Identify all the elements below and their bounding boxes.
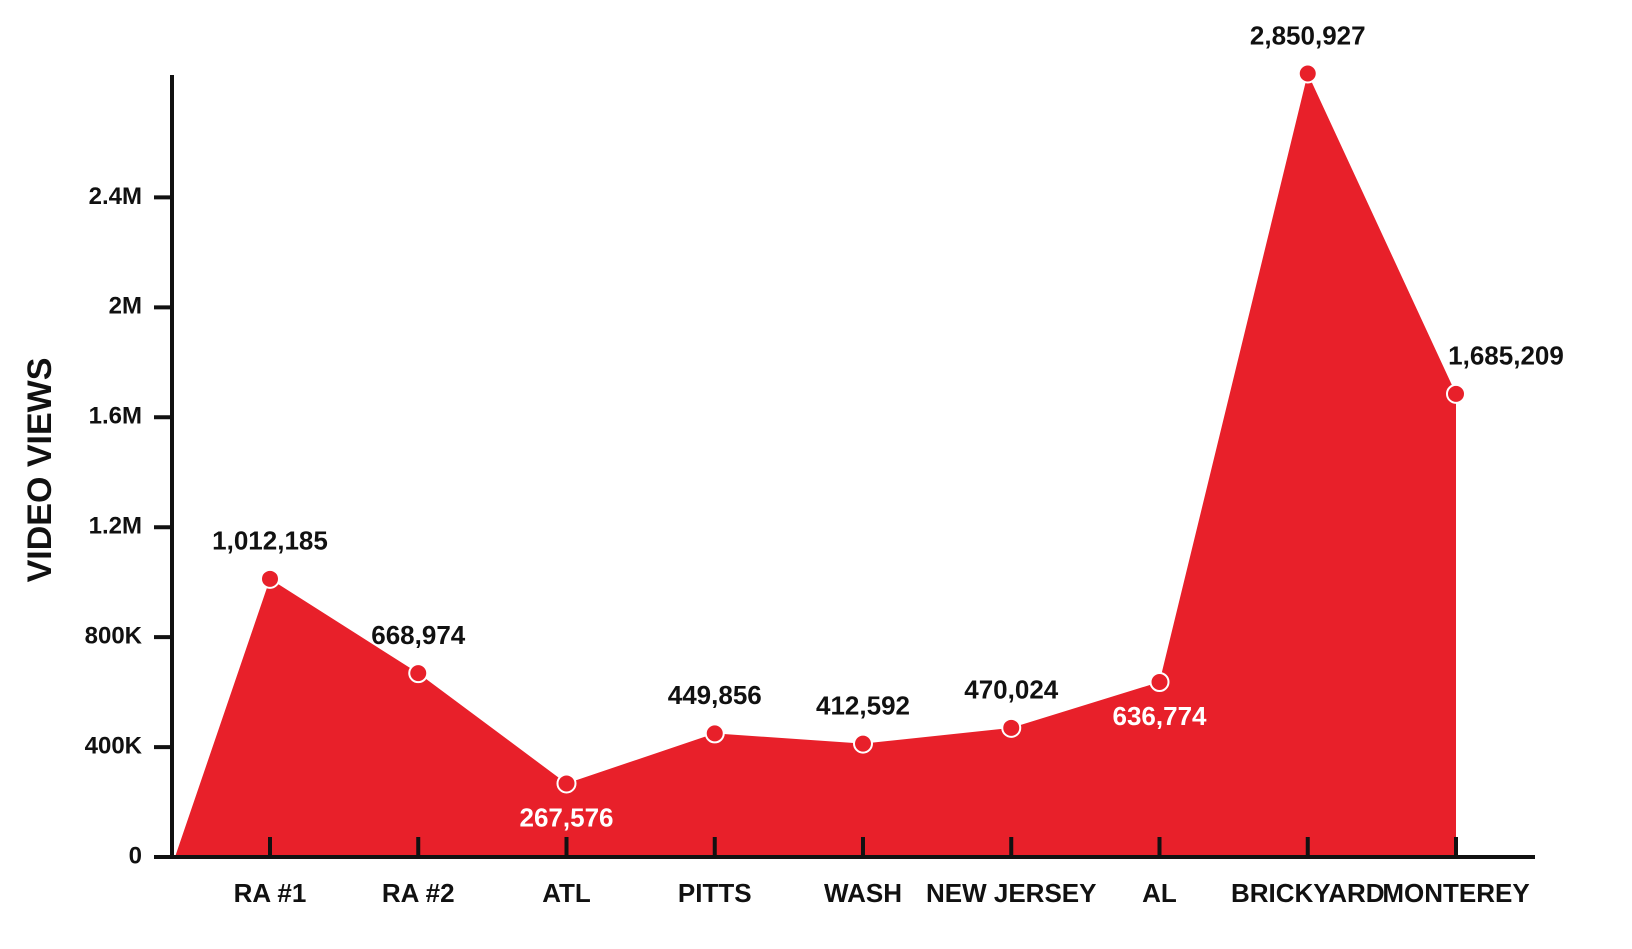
data-point <box>1446 383 1466 404</box>
y-tick-label: 0 <box>129 842 142 869</box>
data-label: 2,850,927 <box>1250 20 1366 50</box>
y-tick-label: 1.6M <box>89 403 142 430</box>
data-label: 267,576 <box>520 802 614 832</box>
data-label: 412,592 <box>816 690 910 720</box>
data-point <box>408 663 429 684</box>
x-tick-label: ATL <box>542 878 591 908</box>
y-tick-label: 1.2M <box>89 513 142 540</box>
x-tick-label: MONTEREY <box>1382 878 1529 908</box>
x-tick-label: RA #1 <box>234 878 307 908</box>
y-tick-label: 2M <box>109 293 142 320</box>
y-axis-label: VIDEO VIEWS <box>21 358 59 583</box>
data-point <box>556 773 577 794</box>
area <box>175 73 1456 857</box>
data-point <box>260 568 280 589</box>
data-label: 1,685,209 <box>1448 341 1564 371</box>
x-tick-label: PITTS <box>678 878 752 908</box>
x-tick-label: BRICKYARD <box>1231 878 1385 908</box>
data-point <box>1001 717 1022 738</box>
x-tick-label: WASH <box>824 878 902 908</box>
data-label: 470,024 <box>964 675 1059 705</box>
data-label: 449,856 <box>668 680 762 710</box>
data-point <box>853 733 873 754</box>
data-point <box>704 723 725 744</box>
data-label: 636,774 <box>1113 701 1208 731</box>
y-tick-label: 2.4M <box>89 183 142 210</box>
x-tick-label: RA #2 <box>382 878 455 908</box>
y-tick-label: 400K <box>85 732 143 759</box>
data-point <box>1297 63 1318 84</box>
data-point <box>1149 671 1170 692</box>
x-tick-label: NEW JERSEY <box>926 878 1097 908</box>
x-tick-label: AL <box>1142 878 1177 908</box>
data-label: 1,012,185 <box>212 526 328 556</box>
y-tick-label: 800K <box>85 622 143 649</box>
data-label: 668,974 <box>371 620 466 650</box>
